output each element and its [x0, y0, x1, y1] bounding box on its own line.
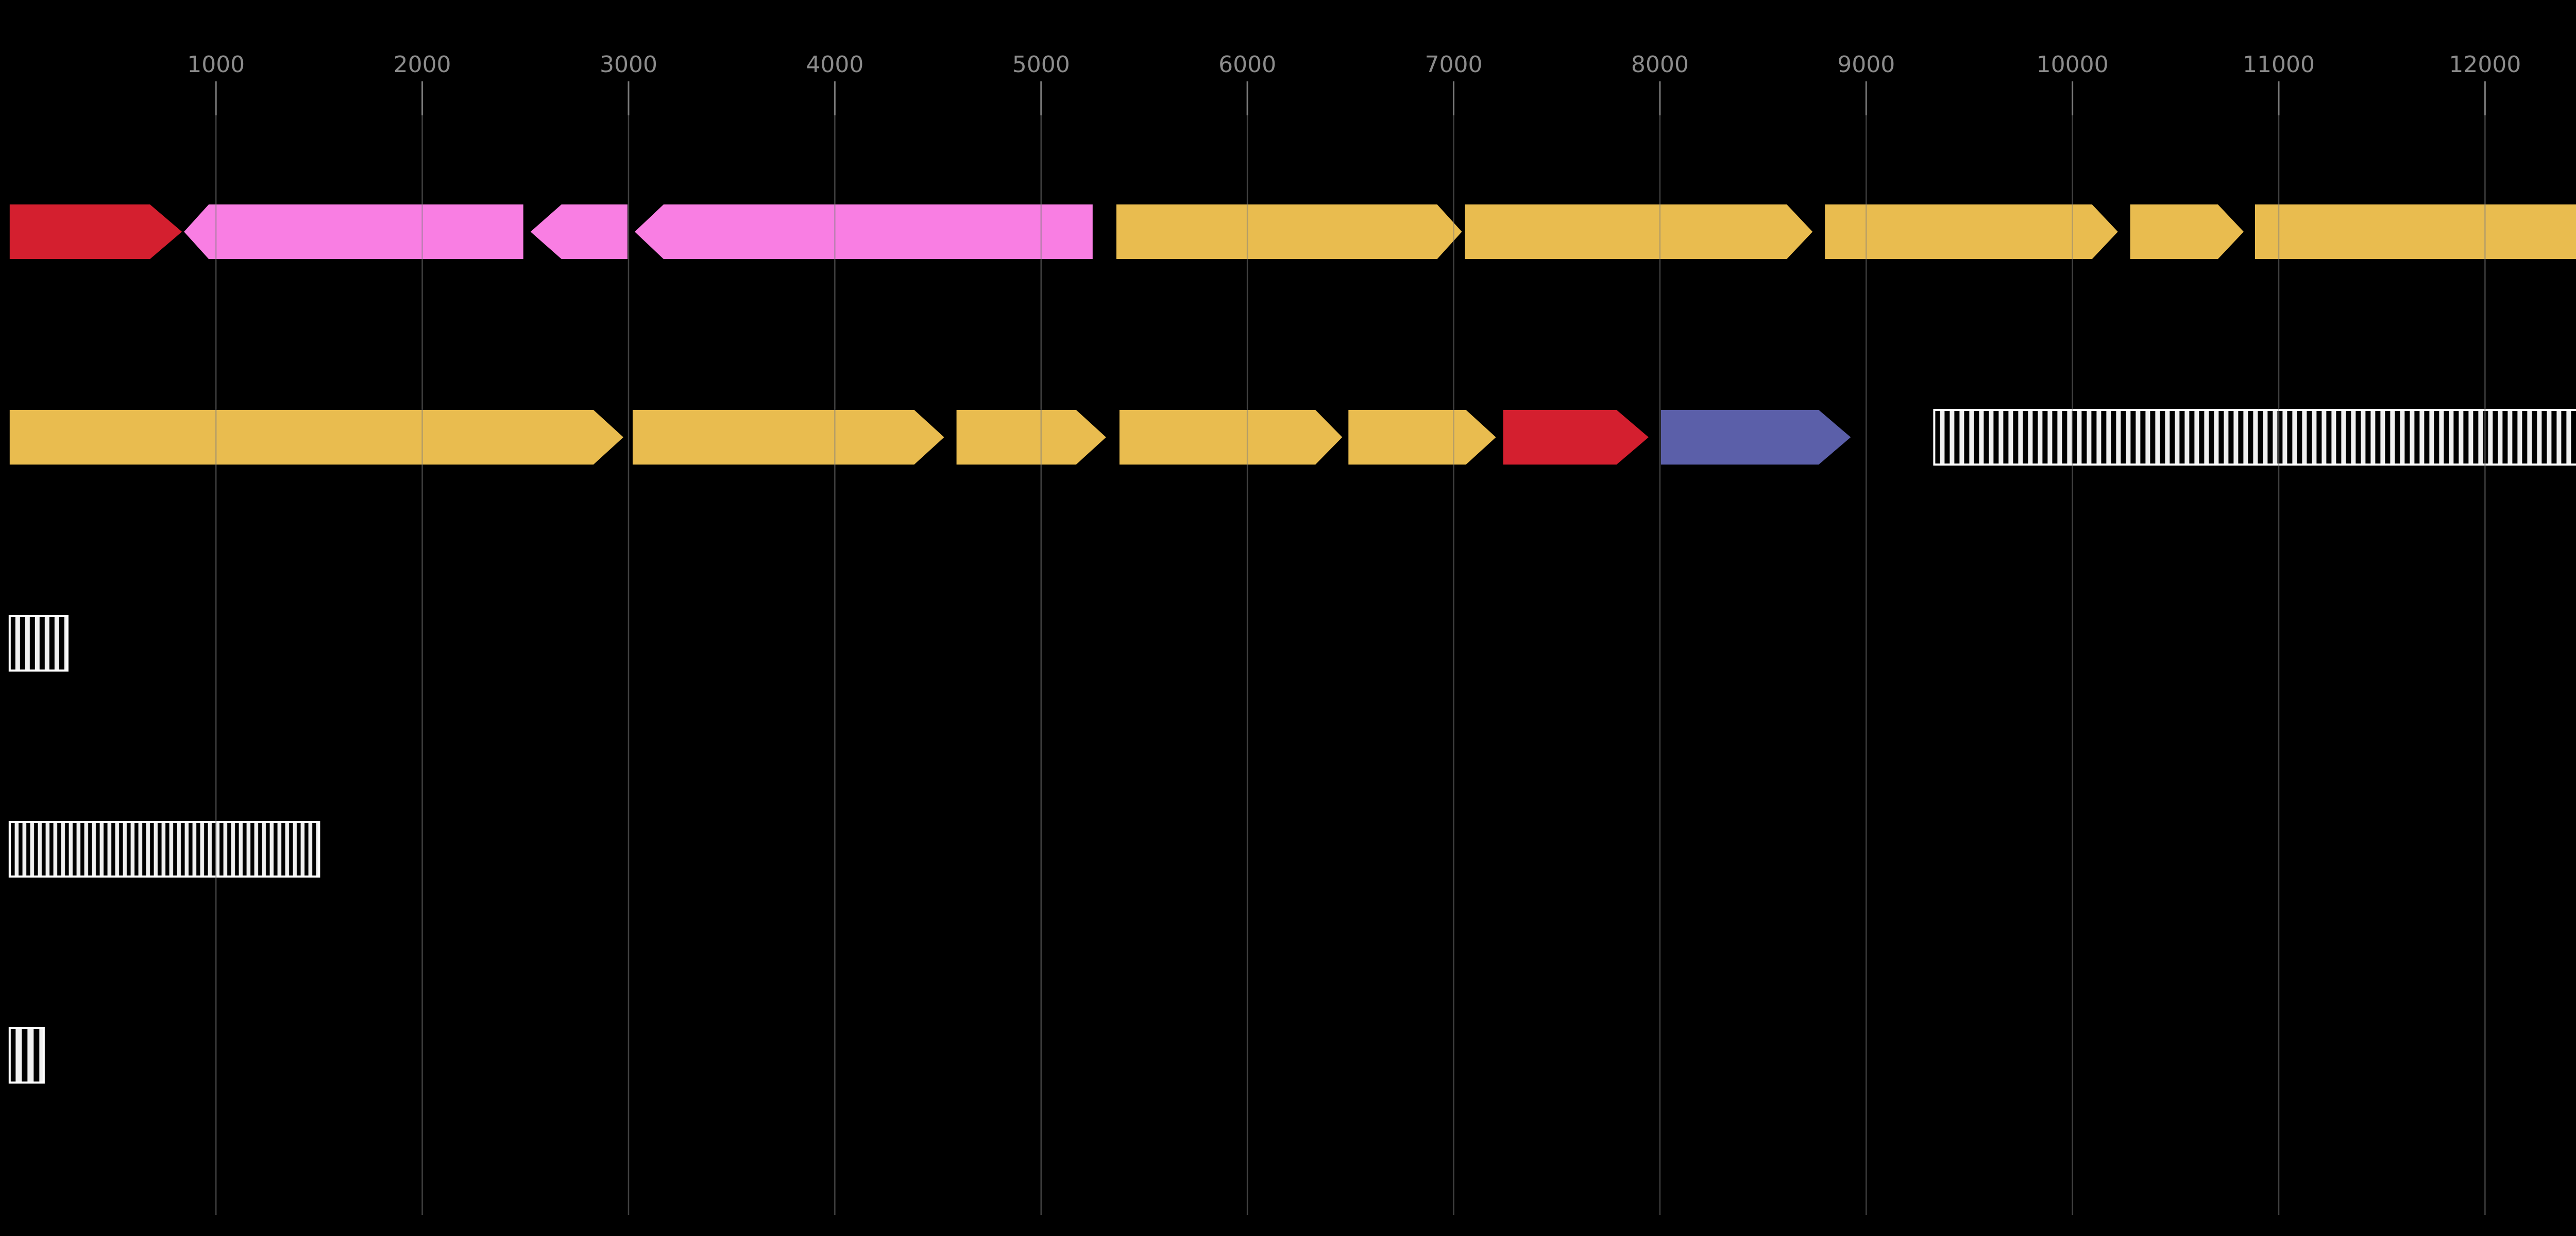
tick-label: 9000: [1837, 52, 1895, 78]
sequence-track-5: [8, 1027, 45, 1084]
gene-arrow: [1348, 410, 1496, 465]
gene-arrow: [530, 204, 628, 259]
gene-arrow: [2130, 204, 2244, 259]
gene-arrow: [1503, 410, 1649, 465]
hatched-feature-box: [8, 615, 69, 672]
gene-arrow: [634, 204, 1093, 259]
gene-arrow: [1825, 204, 2118, 259]
tick-label: 7000: [1425, 52, 1482, 78]
tick-label: 8000: [1631, 52, 1689, 78]
gene-arrow: [632, 410, 944, 465]
tick-label: 10000: [2037, 52, 2109, 78]
tick-label: 3000: [600, 52, 657, 78]
hatched-feature-box: [8, 821, 320, 878]
sequence-track-3: [8, 615, 69, 672]
gene-arrow: [1119, 410, 1343, 465]
hatched-feature-box: [8, 1027, 45, 1084]
gene-arrow: [1465, 204, 1813, 259]
ruler: 1000 2000 3000 4000 5000 6000 7000 8000 9000 1000…: [187, 52, 2521, 1215]
gene-arrow: [184, 204, 523, 259]
gene-arrow: [1116, 204, 1462, 259]
tick-label: 12000: [2449, 52, 2521, 78]
tick-label: 11000: [2243, 52, 2315, 78]
tick-label: 1000: [187, 52, 245, 78]
sequence-track-4: [8, 821, 320, 878]
sequence-track-2: [9, 409, 2576, 466]
gene-arrow: [956, 410, 1106, 465]
gene-arrow: [2255, 204, 2576, 259]
sequence-track-1: [9, 204, 2576, 259]
feature-layer: [8, 204, 2576, 1084]
tick-label: 4000: [806, 52, 863, 78]
gene-arrow: [9, 410, 623, 465]
tick-label: 5000: [1012, 52, 1070, 78]
gene-arrow: [9, 204, 182, 259]
hatched-feature-box: [1933, 409, 2576, 466]
gene-arrow: [1660, 410, 1851, 465]
tick-label: 6000: [1218, 52, 1276, 78]
tick-label: 2000: [394, 52, 451, 78]
